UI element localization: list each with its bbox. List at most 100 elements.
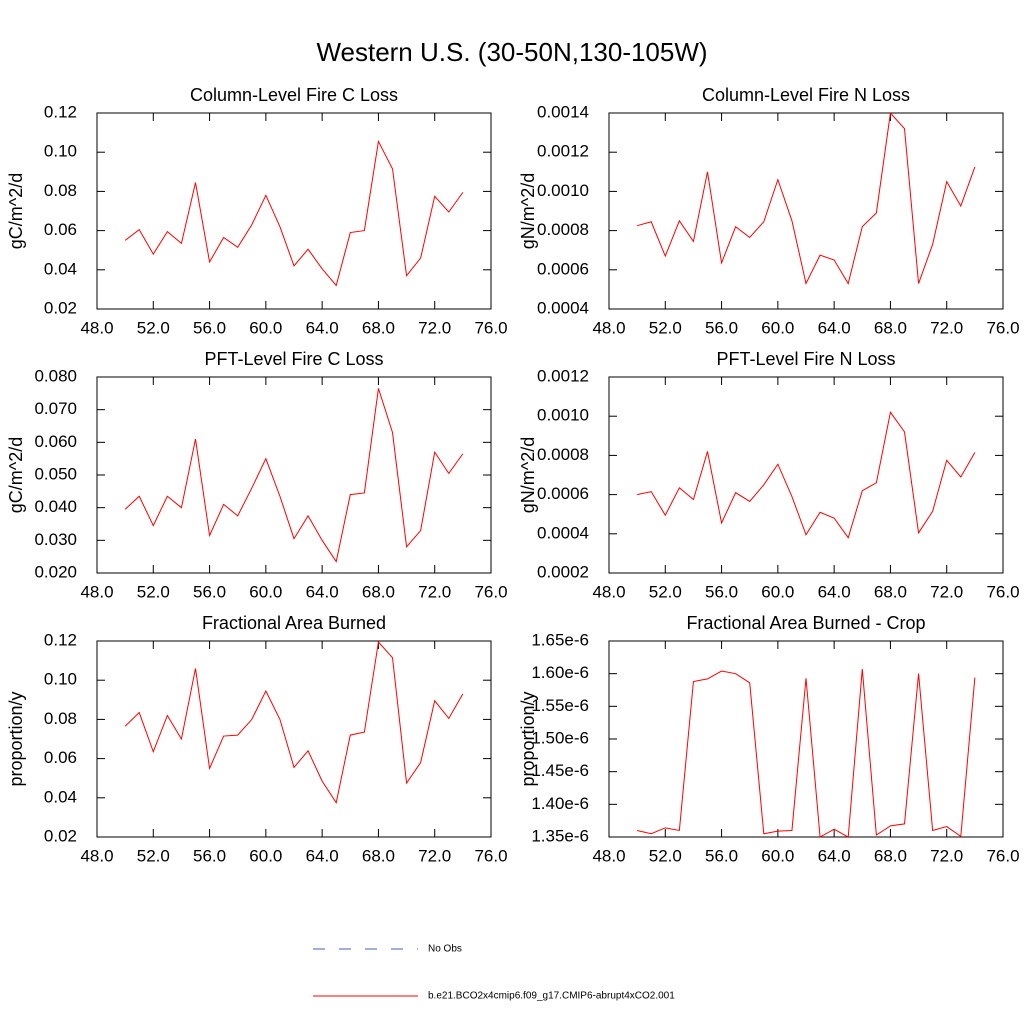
x-tick-label: 72.0	[418, 318, 451, 337]
y-tick-label: 0.0012	[537, 142, 589, 161]
y-tick-label: 0.04	[44, 259, 77, 278]
x-tick-label: 64.0	[306, 582, 339, 601]
x-tick-label: 68.0	[362, 318, 395, 337]
y-tick-label: 0.0006	[537, 259, 589, 278]
y-tick-label: 0.0012	[537, 366, 589, 385]
legend-label: No Obs	[428, 944, 462, 955]
x-tick-label: 72.0	[930, 318, 963, 337]
y-tick-label: 1.45e-6	[531, 761, 589, 780]
plot-frame	[96, 112, 492, 310]
y-tick-label: 0.06	[44, 748, 77, 767]
data-line	[124, 139, 464, 287]
plot-frame	[96, 640, 492, 838]
x-tick-label: 64.0	[306, 846, 339, 865]
x-tick-label: 48.0	[592, 846, 625, 865]
x-tick-label: 52.0	[137, 846, 170, 865]
x-tick-label: 68.0	[362, 582, 395, 601]
y-tick-label: 0.02	[44, 826, 77, 845]
y-tick-label: 0.030	[34, 530, 77, 549]
y-tick-label: 0.0002	[537, 562, 589, 581]
x-tick-label: 56.0	[193, 582, 226, 601]
legend-label: b.e21.BCO2x4cmip6.f09_g17.CMIP6-abrupt4x…	[428, 991, 675, 1002]
y-tick-label: 0.0008	[537, 445, 589, 464]
y-tick-label: 0.02	[44, 298, 77, 317]
y-tick-label: 0.12	[44, 630, 77, 649]
x-tick-label: 56.0	[705, 846, 738, 865]
y-tick-label: 1.50e-6	[531, 728, 589, 747]
y-tick-label: 0.0004	[537, 298, 589, 317]
y-tick-label: 0.0006	[537, 484, 589, 503]
x-tick-label: 56.0	[705, 582, 738, 601]
x-tick-label: 68.0	[874, 318, 907, 337]
x-tick-label: 48.0	[80, 846, 113, 865]
y-tick-label: 0.040	[34, 497, 77, 516]
y-axis-label: gN/m^2/d	[518, 437, 538, 513]
x-tick-label: 48.0	[80, 582, 113, 601]
x-tick-label: 52.0	[137, 318, 170, 337]
y-tick-label: 0.050	[34, 464, 77, 483]
y-tick-label: 1.55e-6	[531, 696, 589, 715]
x-tick-label: 72.0	[930, 846, 963, 865]
y-tick-label: 0.04	[44, 787, 77, 806]
y-axis-label: gN/m^2/d	[518, 173, 538, 249]
y-tick-label: 0.080	[34, 366, 77, 385]
y-tick-label: 0.020	[34, 562, 77, 581]
data-line	[124, 640, 464, 804]
x-tick-label: 68.0	[362, 846, 395, 865]
plot-frame	[608, 112, 1004, 310]
panel-title: PFT-Level Fire C Loss	[204, 349, 383, 369]
data-line	[124, 388, 464, 563]
x-tick-label: 76.0	[986, 582, 1019, 601]
x-tick-label: 60.0	[249, 582, 282, 601]
y-tick-label: 0.060	[34, 432, 77, 451]
x-tick-label: 64.0	[818, 318, 851, 337]
y-tick-label: 0.0008	[537, 220, 589, 239]
x-tick-label: 48.0	[80, 318, 113, 337]
x-tick-label: 64.0	[818, 582, 851, 601]
y-tick-label: 1.35e-6	[531, 826, 589, 845]
data-line	[637, 669, 976, 838]
y-tick-label: 1.60e-6	[531, 663, 589, 682]
x-tick-label: 60.0	[761, 318, 794, 337]
y-tick-label: 0.070	[34, 399, 77, 418]
panel-title: Column-Level Fire C Loss	[190, 85, 398, 105]
y-axis-label: gC/m^2/d	[6, 173, 26, 249]
x-tick-label: 52.0	[649, 846, 682, 865]
y-tick-label: 0.10	[44, 142, 77, 161]
x-tick-label: 76.0	[986, 846, 1019, 865]
y-axis-label: gC/m^2/d	[6, 437, 26, 513]
y-tick-label: 0.0010	[537, 406, 589, 425]
x-tick-label: 72.0	[418, 846, 451, 865]
y-tick-label: 0.12	[44, 102, 77, 121]
x-tick-label: 52.0	[137, 582, 170, 601]
x-tick-label: 56.0	[193, 318, 226, 337]
panel-title: PFT-Level Fire N Loss	[716, 349, 895, 369]
x-tick-label: 76.0	[986, 318, 1019, 337]
data-line	[637, 411, 976, 539]
x-tick-label: 60.0	[761, 582, 794, 601]
x-tick-label: 56.0	[193, 846, 226, 865]
data-line	[637, 111, 976, 286]
x-tick-label: 64.0	[818, 846, 851, 865]
x-tick-label: 48.0	[592, 582, 625, 601]
y-tick-label: 0.0004	[537, 523, 589, 542]
x-tick-label: 68.0	[874, 582, 907, 601]
x-tick-label: 60.0	[249, 318, 282, 337]
plot-frame	[608, 640, 1004, 838]
x-tick-label: 76.0	[474, 318, 507, 337]
x-tick-label: 72.0	[930, 582, 963, 601]
plot-frame	[608, 376, 1004, 574]
x-tick-label: 76.0	[474, 582, 507, 601]
x-tick-label: 52.0	[649, 582, 682, 601]
y-tick-label: 0.06	[44, 220, 77, 239]
x-tick-label: 68.0	[874, 846, 907, 865]
y-axis-label: proportion/y	[518, 691, 538, 786]
x-tick-label: 60.0	[761, 846, 794, 865]
x-tick-label: 60.0	[249, 846, 282, 865]
y-tick-label: 0.0014	[537, 102, 589, 121]
figure-title: Western U.S. (30-50N,130-105W)	[316, 37, 707, 67]
panel-title: Fractional Area Burned	[202, 613, 386, 633]
x-tick-label: 52.0	[649, 318, 682, 337]
x-tick-label: 76.0	[474, 846, 507, 865]
